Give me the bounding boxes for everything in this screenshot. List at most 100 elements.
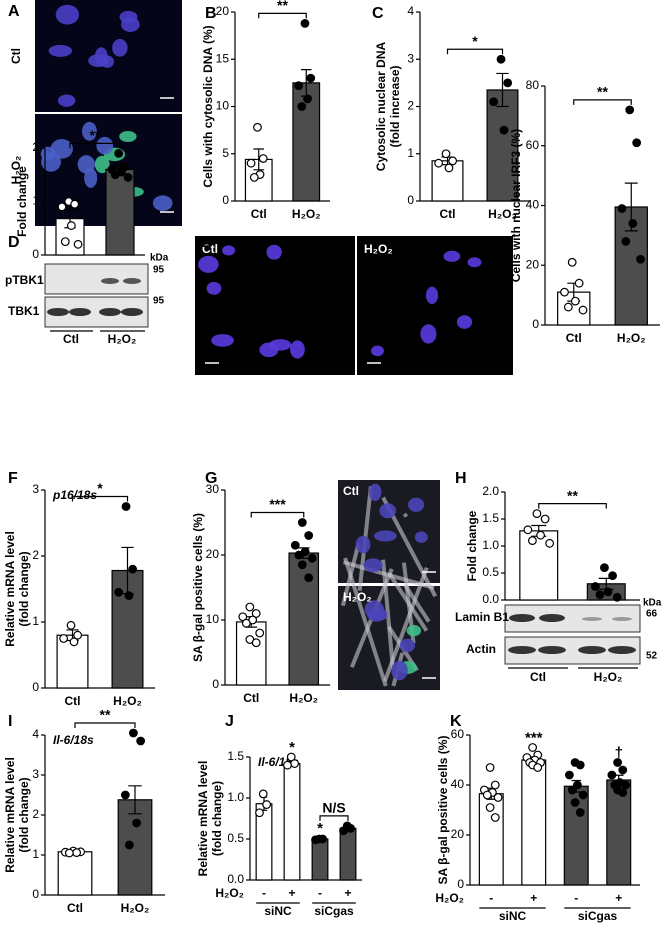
bar <box>339 827 357 881</box>
blot-marker: 95 <box>153 265 165 276</box>
data-point <box>595 590 605 599</box>
y-axis-label: (fold change) <box>17 777 31 852</box>
data-point <box>493 793 503 802</box>
y-axis-label: SA β-gal positive cells (%) <box>191 513 205 662</box>
y-tick-label: 40 <box>526 198 540 212</box>
significance-label: N/S <box>322 800 345 816</box>
data-point <box>245 602 255 612</box>
y-axis-label: Cells with cytosolic DNA (%) <box>201 25 215 187</box>
significance-label: * <box>472 33 478 49</box>
y-tick-label: 2 <box>32 548 39 562</box>
data-point <box>258 789 268 799</box>
data-point <box>621 236 631 246</box>
nucleus <box>269 339 292 351</box>
y-axis-label: Relative mRNA level <box>3 531 17 647</box>
data-point <box>528 743 538 752</box>
data-point <box>612 592 622 602</box>
y-tick-label: 0 <box>212 677 219 691</box>
data-point <box>575 760 585 770</box>
x-tick-label: H₂O₂ <box>488 207 517 221</box>
y-axis-label: Fold change <box>465 510 479 581</box>
significance-label: ** <box>567 487 578 503</box>
x-tick-label: + <box>344 886 351 900</box>
y-tick-label: 1.5 <box>227 749 244 763</box>
data-point <box>441 149 451 159</box>
image-label: Ctl <box>202 242 218 256</box>
y-axis-label: SA β-gal positive cells (%) <box>436 736 450 885</box>
data-point <box>564 770 574 780</box>
y-tick-label: 30 <box>206 482 220 496</box>
data-point <box>262 800 272 809</box>
blot-lane-label: H₂O₂ <box>594 670 623 684</box>
data-point <box>120 790 130 800</box>
nucleus <box>222 245 236 256</box>
panel-letter: A <box>8 3 20 20</box>
data-point <box>603 587 613 597</box>
x-tick-label: + <box>530 891 537 905</box>
data-point <box>448 156 458 166</box>
blot-lane-label: Ctl <box>530 670 546 684</box>
nucleus <box>206 281 222 295</box>
y-tick-label: 2 <box>32 807 39 821</box>
nucleus <box>55 4 80 25</box>
data-point <box>536 530 545 540</box>
panel-letter: F <box>8 470 18 487</box>
y-tick-label: 0.0 <box>482 592 499 606</box>
data-point <box>485 803 495 812</box>
blot-row-label: Lamin B1 <box>455 610 509 624</box>
y-tick-label: 80 <box>526 78 540 92</box>
group-label: siCgas <box>314 904 354 918</box>
bar <box>486 89 519 202</box>
data-point <box>613 758 623 767</box>
y-tick-label: 1 <box>32 194 39 208</box>
nucleus <box>198 255 219 273</box>
blot-bands <box>47 278 143 316</box>
data-point <box>545 538 555 548</box>
data-point <box>258 154 268 163</box>
data-point <box>114 148 124 158</box>
data-point <box>69 637 79 647</box>
nucleus <box>420 324 437 344</box>
y-tick-label: 3 <box>32 767 39 781</box>
data-point <box>575 808 585 817</box>
data-point <box>60 237 70 247</box>
x-tick-label: Ctl <box>67 901 83 915</box>
blot-lane-label: Ctl <box>63 332 79 346</box>
x-tick-label: + <box>615 891 622 905</box>
y-tick-label: 60 <box>451 727 465 741</box>
significance-label: *** <box>269 496 286 512</box>
y-tick-label: 1 <box>32 614 39 628</box>
bar <box>57 851 93 896</box>
y-tick-label: 0 <box>532 317 539 331</box>
data-point <box>578 305 588 315</box>
data-point <box>618 788 628 797</box>
fiber <box>381 559 395 669</box>
x-tick-label: - <box>262 886 266 900</box>
blot-marker: 95 <box>153 296 165 307</box>
data-point <box>59 634 69 643</box>
data-point <box>251 609 261 618</box>
data-point <box>628 219 638 228</box>
bar <box>117 799 153 896</box>
significance-label: * <box>97 480 103 496</box>
fiber <box>343 557 388 687</box>
y-tick-label: 1.0 <box>227 790 244 804</box>
x-tick-label: H₂O₂ <box>113 694 142 708</box>
data-point <box>304 531 314 540</box>
nucleus <box>443 250 461 262</box>
y-tick-label: 2.0 <box>482 484 499 498</box>
blot-marker: 52 <box>646 651 658 662</box>
nucleus <box>50 139 73 159</box>
blot-marker: 66 <box>646 609 658 620</box>
panel-letter: H <box>455 470 467 487</box>
chart-subtitle: p16/18s <box>52 488 97 502</box>
data-point <box>621 780 631 790</box>
data-point <box>246 158 256 168</box>
y-tick-label: 0 <box>222 193 229 207</box>
group-label: siCgas <box>578 909 618 923</box>
data-point <box>608 571 618 581</box>
data-point <box>241 618 251 628</box>
y-axis-label: (fold change) <box>17 551 31 626</box>
y-axis-label: (fold increase) <box>388 65 402 147</box>
data-point <box>560 287 569 297</box>
